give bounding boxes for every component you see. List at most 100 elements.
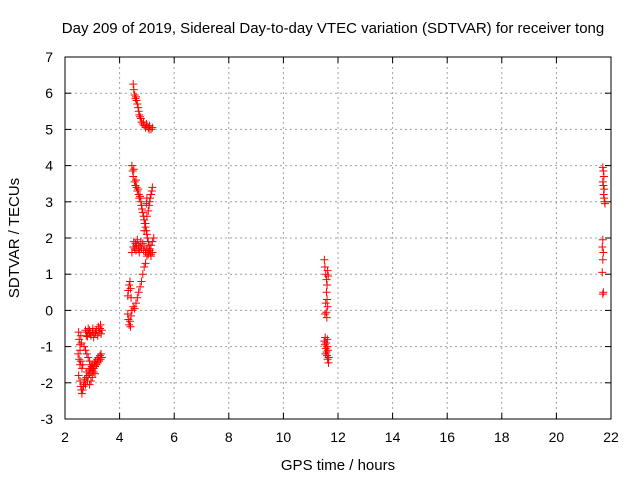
data-point: [132, 96, 141, 105]
data-point: [88, 324, 97, 333]
y-tick-label: 6: [45, 85, 53, 101]
data-point: [86, 376, 95, 385]
data-point: [131, 299, 140, 308]
data-point: [80, 378, 89, 387]
data-point: [323, 355, 332, 364]
data-point: [85, 357, 94, 366]
data-point: [599, 172, 608, 181]
data-point: [134, 103, 143, 112]
data-point: [146, 250, 155, 259]
y-axis-label: SDTVAR / TECUs: [6, 178, 23, 298]
data-point: [126, 284, 135, 293]
data-point: [320, 310, 329, 319]
data-point: [145, 241, 154, 250]
data-point: [78, 386, 87, 395]
data-point: [598, 235, 607, 244]
data-point: [133, 293, 142, 302]
data-point: [598, 177, 607, 186]
data-point: [128, 167, 137, 176]
data-point: [136, 237, 145, 246]
data-point: [133, 100, 142, 109]
data-point: [147, 186, 156, 195]
y-tick-label: -2: [41, 375, 54, 391]
data-point: [97, 349, 106, 358]
data-point: [131, 176, 140, 185]
data-point: [598, 243, 607, 252]
y-tick-label: 7: [45, 49, 53, 65]
y-tick-label: 3: [45, 194, 53, 210]
data-point: [76, 376, 85, 385]
data-point: [77, 389, 86, 398]
data-point: [133, 186, 142, 195]
data-point: [130, 91, 139, 100]
data-point: [82, 349, 91, 358]
data-point: [142, 199, 151, 208]
data-point: [136, 197, 145, 206]
data-point: [136, 282, 145, 291]
data-point: [324, 272, 333, 281]
y-tick-label: 2: [45, 230, 53, 246]
x-axis-label: GPS time / hours: [281, 457, 395, 474]
data-point: [138, 208, 147, 217]
data-point: [125, 281, 134, 290]
data-point: [138, 270, 147, 279]
data-point: [600, 194, 609, 203]
data-point: [140, 262, 149, 271]
data-point: [600, 199, 609, 208]
data-point: [142, 119, 151, 128]
data-point: [89, 367, 98, 376]
data-point: [146, 190, 155, 199]
data-point: [84, 353, 93, 362]
data-point: [144, 206, 153, 215]
x-tick-label: 12: [330, 429, 346, 445]
data-point: [131, 94, 140, 103]
data-point: [138, 239, 147, 248]
data-point: [136, 112, 145, 121]
data-point: [145, 244, 154, 253]
data-point: [323, 266, 332, 275]
data-point: [127, 311, 136, 320]
data-point: [598, 255, 607, 264]
y-tick-label: 4: [45, 158, 53, 174]
data-point: [130, 304, 139, 313]
data-point: [127, 161, 136, 170]
y-tick-label: 5: [45, 121, 53, 137]
data-point: [137, 201, 146, 210]
data-point: [322, 338, 331, 347]
data-point: [79, 382, 88, 391]
data-point: [80, 342, 89, 351]
y-tick-label: 1: [45, 266, 53, 282]
data-point: [123, 291, 132, 300]
x-tick-label: 22: [603, 429, 619, 445]
data-point: [132, 183, 141, 192]
data-point: [97, 329, 106, 338]
data-point: [78, 360, 87, 369]
data-point: [146, 248, 155, 257]
data-point: [322, 348, 331, 357]
data-point: [321, 299, 330, 308]
y-tick-label: 0: [45, 302, 53, 318]
data-point: [85, 380, 94, 389]
data-point: [599, 167, 608, 176]
data-point: [322, 308, 331, 317]
y-tick-label: -3: [41, 411, 54, 427]
data-point: [320, 255, 329, 264]
data-point: [144, 237, 153, 246]
data-point: [599, 288, 608, 297]
data-point: [95, 351, 104, 360]
data-point: [323, 295, 332, 304]
data-point: [131, 239, 140, 248]
data-point: [322, 288, 331, 297]
data-points: [74, 80, 609, 398]
data-point: [88, 373, 97, 382]
data-point: [142, 212, 151, 221]
data-point: [125, 320, 134, 329]
data-point: [323, 342, 332, 351]
data-point: [126, 322, 135, 331]
data-point: [321, 349, 330, 358]
x-tick-label: 18: [494, 429, 510, 445]
x-tick-label: 6: [170, 429, 178, 445]
data-point: [323, 302, 332, 311]
data-point: [135, 194, 144, 203]
